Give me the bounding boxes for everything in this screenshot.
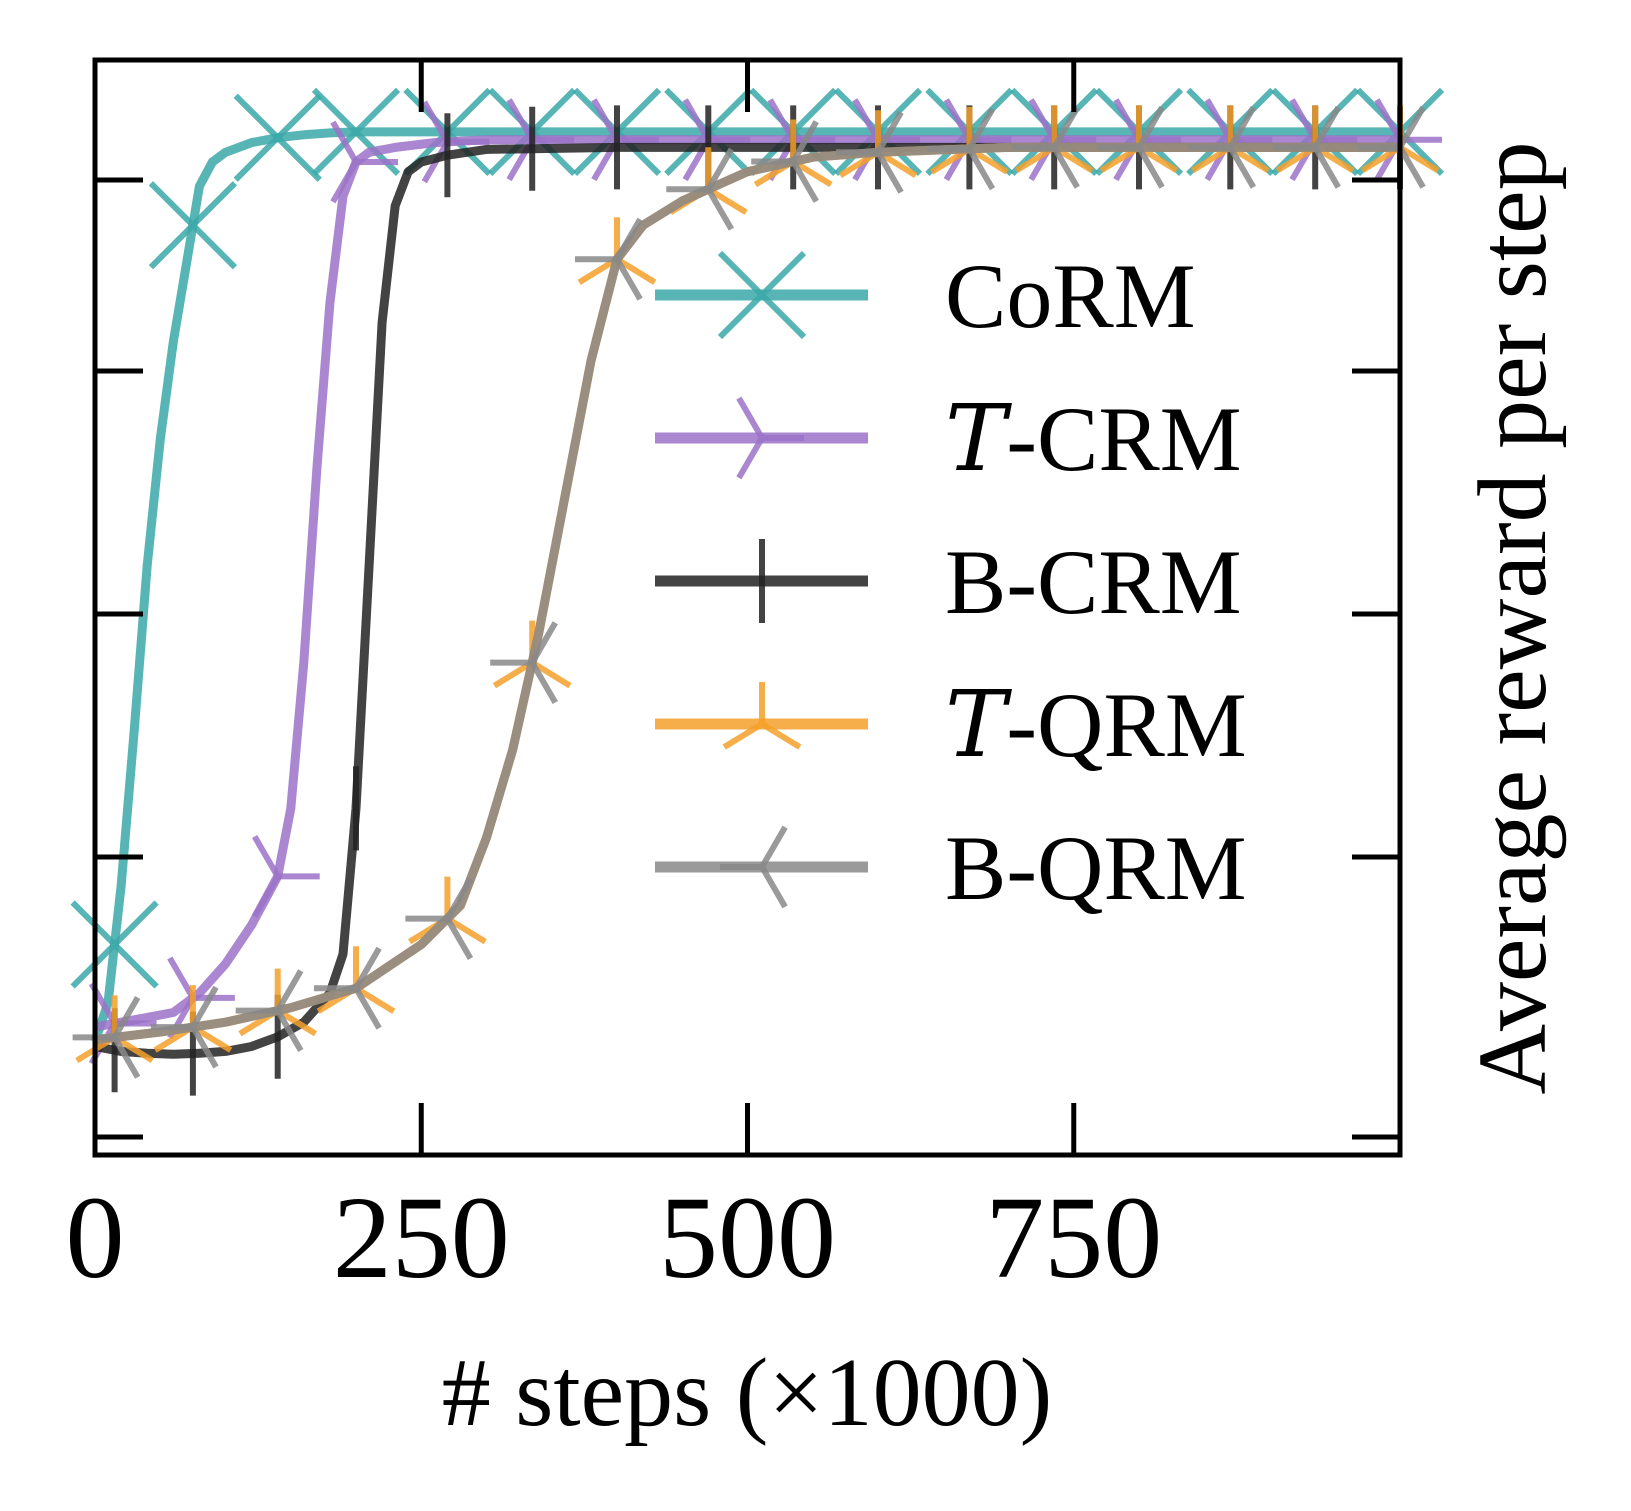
legend-marker <box>736 396 804 480</box>
y-axis-label: Average reward per step <box>1459 141 1567 1094</box>
series-marker <box>1012 105 1080 189</box>
legend: CoRM T-CRM B-CRM T-QRM B-QRM <box>655 245 1247 919</box>
series-line <box>94 142 1400 1059</box>
series-4 <box>72 105 1426 1079</box>
series-marker <box>233 93 322 182</box>
legend-marker <box>722 682 802 750</box>
x-tick-label: 250 <box>333 1172 510 1303</box>
legend-item: T-QRM <box>655 671 1247 778</box>
x-tick-labels: 0 250 500 750 <box>66 1172 1163 1303</box>
series-marker <box>1097 105 1165 189</box>
legend-label: B-CRM <box>945 531 1242 633</box>
series-marker <box>148 181 238 270</box>
series-line <box>90 127 1400 1044</box>
legend-marker <box>720 825 788 909</box>
series-marker <box>316 946 396 1014</box>
series-marker <box>150 985 219 1069</box>
x-axis-label: # steps (×1000) <box>442 1339 1053 1447</box>
series-marker <box>314 946 382 1030</box>
x-tick-label: 0 <box>66 1172 125 1303</box>
series-marker <box>927 107 996 191</box>
x-tick-label: 750 <box>985 1172 1162 1303</box>
plot-area <box>70 87 1445 1096</box>
series-marker <box>252 834 320 918</box>
legend-label: CoRM <box>945 245 1196 347</box>
legend-item: B-CRM <box>655 531 1242 633</box>
legend-marker <box>717 250 807 340</box>
series-marker <box>408 876 487 945</box>
axis-ticks <box>92 60 1400 1155</box>
legend-item: T-CRM <box>655 385 1242 492</box>
legend-item: B-QRM <box>655 817 1247 919</box>
series-marker <box>751 120 819 203</box>
series-marker <box>330 120 398 204</box>
series-marker <box>235 969 304 1053</box>
series-marker <box>666 147 734 231</box>
series-marker <box>405 877 474 961</box>
series-marker <box>70 900 159 989</box>
series-marker <box>1358 105 1426 189</box>
legend-label: B-QRM <box>945 817 1247 919</box>
series-marker <box>490 621 558 705</box>
series-marker <box>1273 105 1341 189</box>
legend-label: T-QRM <box>945 671 1247 778</box>
legend-item: CoRM <box>655 245 1196 347</box>
series-marker <box>1188 105 1256 189</box>
series-marker <box>575 217 643 301</box>
x-tick-label: 500 <box>659 1172 836 1303</box>
legend-label: T-CRM <box>945 385 1242 492</box>
series-marker <box>836 110 904 194</box>
